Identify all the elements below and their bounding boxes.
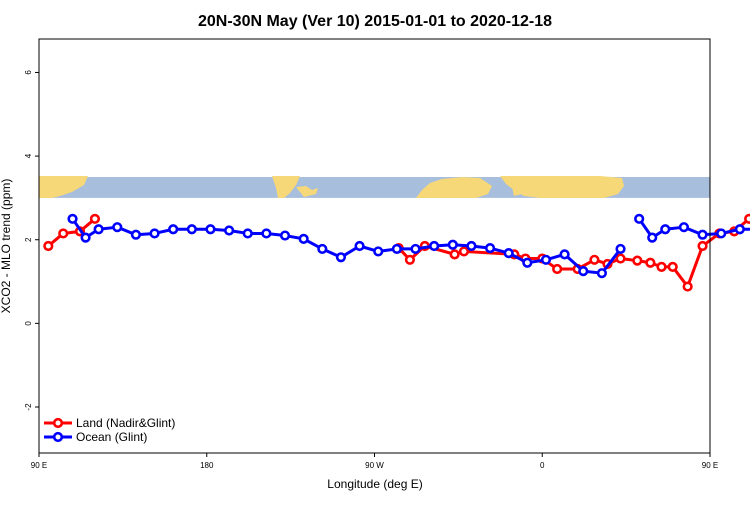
data-point-ocean bbox=[559, 249, 570, 260]
data-point-ocean bbox=[298, 233, 309, 244]
y-tick-label: 6 bbox=[24, 70, 33, 75]
data-point-land bbox=[697, 240, 708, 252]
data-point-ocean bbox=[130, 229, 142, 240]
data-point-ocean bbox=[503, 248, 514, 259]
data-point-ocean bbox=[335, 252, 347, 263]
y-tick-label: 2 bbox=[24, 237, 33, 242]
data-point-ocean bbox=[93, 224, 104, 235]
data-point-land bbox=[645, 257, 656, 268]
map-land bbox=[39, 176, 88, 198]
legend-ocean-label: Ocean (Glint) bbox=[76, 430, 147, 444]
x-tick-label: 180 bbox=[200, 461, 214, 470]
data-point-ocean bbox=[596, 268, 607, 279]
x-tick-label: 90 E bbox=[702, 461, 718, 470]
data-point-ocean bbox=[647, 232, 658, 243]
data-point-ocean bbox=[484, 242, 496, 254]
data-point-ocean bbox=[615, 243, 626, 255]
data-point-ocean bbox=[205, 224, 216, 235]
data-point-land bbox=[744, 213, 750, 224]
data-point-ocean bbox=[522, 257, 533, 268]
legend-land-marker bbox=[52, 417, 64, 429]
data-point-ocean bbox=[224, 225, 235, 236]
data-point-land bbox=[656, 261, 667, 273]
data-point-ocean bbox=[279, 230, 291, 241]
data-point-ocean bbox=[429, 240, 440, 252]
data-point-ocean bbox=[112, 222, 123, 233]
y-tick-label: 0 bbox=[24, 321, 33, 326]
series-land-line bbox=[47, 217, 96, 248]
map-land bbox=[500, 176, 624, 198]
data-point-ocean bbox=[354, 240, 365, 252]
data-point-land bbox=[552, 263, 563, 275]
data-point-land bbox=[404, 254, 416, 265]
map-land bbox=[560, 184, 570, 192]
data-point-ocean bbox=[734, 224, 745, 235]
x-axis-label: Longitude (deg E) bbox=[327, 477, 422, 491]
plot-frame bbox=[38, 38, 711, 454]
data-point-land bbox=[449, 249, 460, 260]
data-point-ocean bbox=[149, 228, 160, 239]
data-point-ocean bbox=[466, 240, 477, 252]
data-point-ocean bbox=[540, 254, 552, 265]
data-point-ocean bbox=[242, 228, 253, 239]
map-land bbox=[272, 176, 300, 198]
legend-ocean-marker bbox=[52, 431, 64, 443]
data-point-land bbox=[632, 255, 643, 266]
y-tick-label: -2 bbox=[24, 403, 33, 411]
world-map-band bbox=[39, 176, 710, 198]
data-point-ocean bbox=[634, 213, 645, 224]
data-point-ocean bbox=[660, 224, 671, 235]
data-point-ocean bbox=[697, 229, 708, 240]
data-point-land bbox=[89, 213, 101, 224]
x-tick-label: 90 W bbox=[365, 461, 384, 470]
data-point-land bbox=[682, 281, 693, 292]
data-point-land bbox=[615, 253, 626, 264]
map-land bbox=[416, 177, 492, 198]
data-point-land bbox=[667, 261, 678, 273]
data-point-land bbox=[43, 240, 54, 252]
plot-series bbox=[43, 213, 750, 292]
data-point-ocean bbox=[168, 224, 179, 235]
data-point-ocean bbox=[578, 265, 589, 277]
series-ocean bbox=[67, 213, 750, 279]
y-axis-label: XCO2 - MLO trend (ppm) bbox=[0, 179, 13, 314]
series-ocean-line bbox=[71, 217, 622, 275]
legend: Land (Nadir&Glint)Ocean (Glint) bbox=[44, 416, 175, 444]
data-point-ocean bbox=[80, 232, 91, 243]
data-point-ocean bbox=[716, 228, 727, 239]
data-point-land bbox=[589, 254, 600, 265]
data-point-ocean bbox=[261, 228, 272, 239]
legend-land-label: Land (Nadir&Glint) bbox=[76, 416, 175, 430]
data-point-ocean bbox=[410, 243, 421, 255]
data-point-ocean bbox=[678, 222, 690, 233]
x-axis: 90 E 180 90 W 0 90 E bbox=[31, 453, 718, 470]
data-point-ocean bbox=[67, 213, 78, 224]
data-point-ocean bbox=[186, 224, 197, 235]
y-tick-label: 4 bbox=[24, 153, 33, 158]
chart-title: 20N-30N May (Ver 10) 2015-01-01 to 2020-… bbox=[198, 13, 552, 30]
data-point-ocean bbox=[373, 246, 384, 257]
data-point-ocean bbox=[317, 243, 328, 255]
x-tick-label: 90 E bbox=[31, 461, 47, 470]
y-axis: -2 0 2 4 6 bbox=[24, 70, 39, 411]
data-point-ocean bbox=[447, 239, 458, 250]
data-point-land bbox=[58, 228, 69, 239]
map-land bbox=[296, 186, 318, 197]
map-land bbox=[512, 187, 522, 196]
data-point-ocean bbox=[391, 243, 402, 255]
x-tick-label: 0 bbox=[540, 461, 545, 470]
data-point-land bbox=[458, 246, 470, 257]
